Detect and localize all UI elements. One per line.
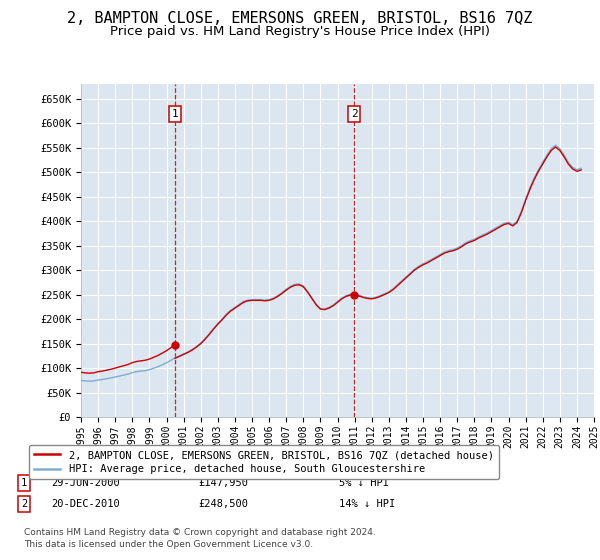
- Text: Price paid vs. HM Land Registry's House Price Index (HPI): Price paid vs. HM Land Registry's House …: [110, 25, 490, 38]
- Text: £248,500: £248,500: [198, 499, 248, 509]
- Text: 5% ↓ HPI: 5% ↓ HPI: [339, 478, 389, 488]
- Text: Contains HM Land Registry data © Crown copyright and database right 2024.
This d: Contains HM Land Registry data © Crown c…: [24, 528, 376, 549]
- Text: 14% ↓ HPI: 14% ↓ HPI: [339, 499, 395, 509]
- Text: 2: 2: [351, 109, 358, 119]
- Text: 2: 2: [21, 499, 27, 509]
- Text: 20-DEC-2010: 20-DEC-2010: [51, 499, 120, 509]
- Text: 29-JUN-2000: 29-JUN-2000: [51, 478, 120, 488]
- Legend: 2, BAMPTON CLOSE, EMERSONS GREEN, BRISTOL, BS16 7QZ (detached house), HPI: Avera: 2, BAMPTON CLOSE, EMERSONS GREEN, BRISTO…: [29, 445, 499, 479]
- Text: 1: 1: [21, 478, 27, 488]
- Text: £147,950: £147,950: [198, 478, 248, 488]
- Text: 2, BAMPTON CLOSE, EMERSONS GREEN, BRISTOL, BS16 7QZ: 2, BAMPTON CLOSE, EMERSONS GREEN, BRISTO…: [67, 11, 533, 26]
- Text: 1: 1: [172, 109, 178, 119]
